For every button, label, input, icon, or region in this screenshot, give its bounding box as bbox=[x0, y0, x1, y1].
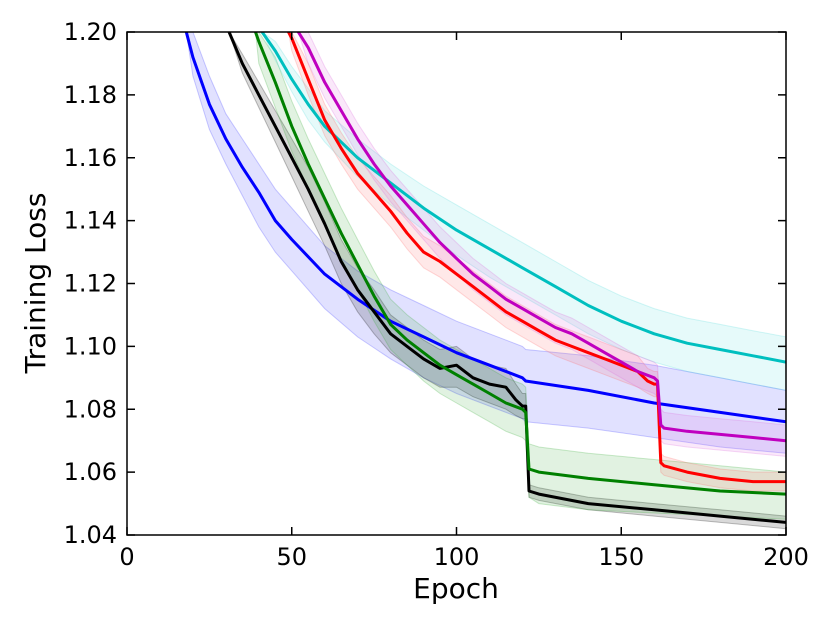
x-axis-title: Epoch bbox=[413, 572, 499, 605]
y-tick-label: 1.10 bbox=[64, 332, 117, 360]
band-blue bbox=[185, 32, 786, 454]
y-tick-label: 1.06 bbox=[64, 458, 117, 486]
x-tick-label: 100 bbox=[434, 543, 480, 571]
series-line-magenta bbox=[296, 32, 786, 443]
band-black bbox=[228, 32, 786, 530]
series-line-green bbox=[254, 32, 786, 496]
x-tick-label: 200 bbox=[763, 543, 809, 571]
x-tick-label: 50 bbox=[276, 543, 307, 571]
y-tick-label: 1.20 bbox=[64, 18, 117, 46]
confidence-bands bbox=[185, 32, 786, 530]
y-tick-label: 1.08 bbox=[64, 395, 117, 423]
y-axis-title: Training Loss bbox=[19, 193, 52, 375]
y-tick-label: 1.18 bbox=[64, 81, 117, 109]
y-tick-label: 1.14 bbox=[64, 207, 117, 235]
y-tick-label: 1.12 bbox=[64, 270, 117, 298]
plot-background bbox=[127, 32, 786, 535]
series-line-cyan bbox=[260, 32, 786, 364]
series-line-black bbox=[227, 32, 786, 524]
x-tick-label: 150 bbox=[598, 543, 644, 571]
y-tick-label: 1.04 bbox=[64, 521, 117, 549]
band-green bbox=[254, 32, 786, 520]
series-lines bbox=[184, 32, 786, 524]
series-line-red bbox=[287, 32, 786, 484]
band-cyan bbox=[261, 32, 786, 391]
y-tick-label: 1.16 bbox=[64, 144, 117, 172]
x-tick-label: 0 bbox=[119, 543, 134, 571]
axis-ticks: 0 50 100 150 200 1.04 1.06 1.08 1.10 1.12 1.14 1.16… bbox=[64, 18, 809, 571]
